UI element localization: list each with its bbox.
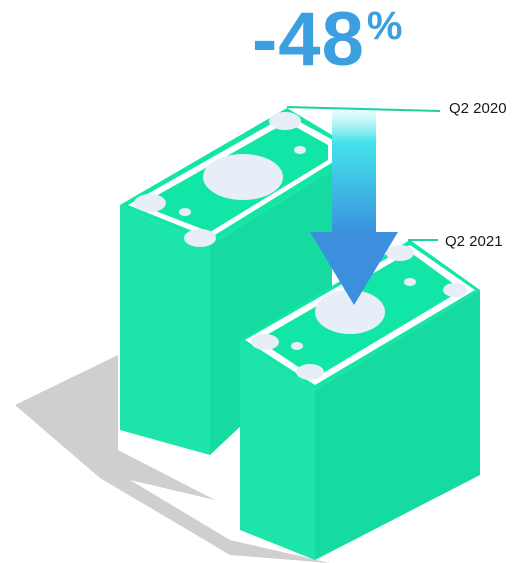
change-value: -48 (252, 0, 365, 82)
bill-center-circle (315, 290, 385, 334)
period-label-q2-2021: Q2 2021 (445, 233, 503, 250)
stack-left-face (240, 340, 315, 560)
change-unit: % (366, 4, 403, 48)
stack-right-face (315, 290, 480, 560)
down-arrow-icon (310, 92, 398, 305)
stack-left-face (120, 205, 210, 455)
stack-q2-2021 (240, 240, 480, 560)
shadow (15, 355, 330, 563)
leader-line-q2-2020 (286, 106, 441, 112)
change-headline: -48% (252, 2, 402, 78)
period-label-q2-2020: Q2 2020 (449, 100, 507, 117)
bill-center-circle (203, 154, 283, 200)
